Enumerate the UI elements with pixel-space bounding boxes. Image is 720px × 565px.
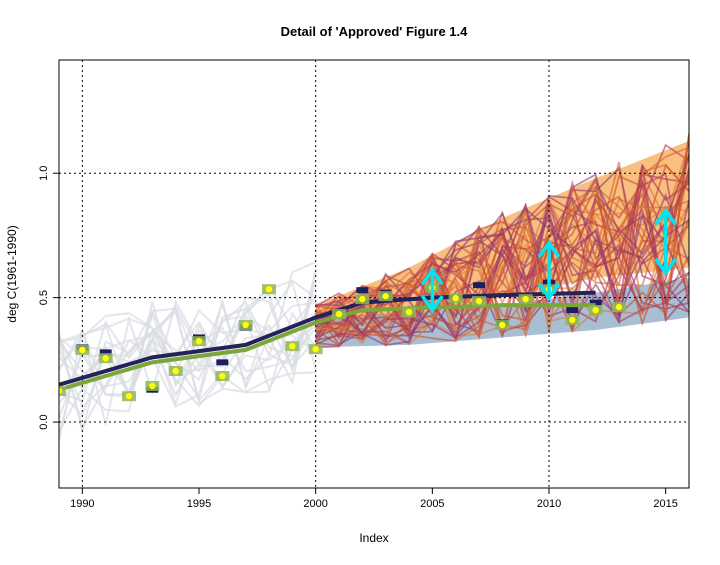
projection-model-line (315, 139, 689, 339)
observation-point (592, 306, 599, 314)
chart-title: Detail of 'Approved' Figure 1.4 (281, 24, 469, 39)
x-tick-label: 2005 (420, 498, 444, 510)
observation-point (289, 342, 296, 350)
range-arrow-head-down (537, 282, 561, 301)
y-tick-label: 1.0 (38, 166, 50, 181)
projection-model-line (315, 207, 689, 347)
projection-model-line (315, 192, 689, 339)
observation-point (335, 310, 343, 318)
observation-point (569, 316, 576, 324)
observation-point (452, 294, 459, 302)
observation-point (615, 303, 623, 311)
projection-model-line (315, 154, 689, 339)
plot-area (59, 133, 689, 441)
observation-point (102, 354, 109, 362)
observation-point (522, 295, 529, 303)
observation-point (79, 346, 86, 354)
dataset-marker (356, 287, 369, 294)
y-tick-label: 0.0 (38, 414, 50, 429)
dataset-marker (99, 349, 112, 356)
plot-frame (58, 59, 690, 489)
observation-point (172, 367, 179, 375)
overlay-marks (59, 207, 678, 402)
observation-point (265, 285, 273, 293)
projection-model-line (315, 197, 689, 342)
range-arrow-head-up (420, 267, 444, 286)
range-arrow-head-up (537, 239, 561, 258)
observation-point (405, 308, 413, 316)
observation-point (359, 295, 366, 303)
x-tick-label: 2010 (537, 498, 561, 510)
range-arrow-head-up (654, 207, 678, 226)
gridlines (59, 60, 689, 488)
axes: 1990 1995 2000 2005 2010 2015 0.0 0.5 1.0 (38, 166, 678, 510)
dataset-marker (589, 299, 602, 306)
dataset-marker (216, 359, 229, 366)
historical-model-line (59, 299, 317, 425)
dataset-marker (566, 307, 579, 314)
projection-model-line (314, 172, 689, 346)
range-arrow-head-down (420, 295, 444, 314)
historical-model-line (59, 312, 317, 418)
y-tick-label: 0.5 (38, 290, 50, 305)
x-tick-label: 2015 (653, 498, 677, 510)
projection-model-line (315, 180, 689, 335)
observation-point (312, 345, 319, 353)
historical-model-line (59, 304, 317, 431)
observation-point (125, 392, 133, 400)
y-axis-label: deg C(1961-1990) (5, 225, 19, 322)
observation-point (149, 382, 156, 390)
observation-point (195, 337, 203, 345)
observation-point (59, 387, 63, 395)
dataset-marker (473, 282, 485, 289)
observation-point (499, 321, 506, 329)
x-tick-label: 1990 (70, 498, 94, 510)
range-arrow-head-down (654, 257, 678, 276)
observation-point (475, 297, 483, 305)
historical-model-line (59, 280, 317, 436)
projection-model-line (315, 142, 689, 346)
x-axis-label: Index (359, 531, 388, 545)
historical-model-line (59, 261, 317, 390)
x-tick-label: 2000 (303, 498, 327, 510)
x-tick-label: 1995 (187, 498, 211, 510)
observation-box (59, 385, 66, 396)
observation-point (219, 372, 226, 380)
observation-point (242, 321, 249, 329)
observation-point (382, 292, 389, 300)
